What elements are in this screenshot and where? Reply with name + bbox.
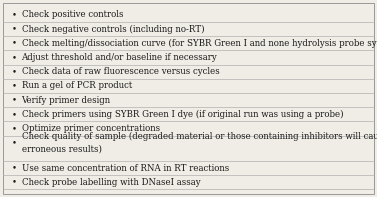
Text: Check negative controls (including no-RT): Check negative controls (including no-RT…: [21, 24, 204, 33]
Text: •: •: [12, 81, 17, 90]
Text: •: •: [12, 96, 17, 105]
Text: Check quality of sample (degraded material or those containing inhibitors will c: Check quality of sample (degraded materi…: [21, 132, 377, 153]
Text: Verify primer design: Verify primer design: [21, 96, 111, 105]
Text: Adjust threshold and/or baseline if necessary: Adjust threshold and/or baseline if nece…: [21, 53, 217, 62]
Text: Use same concentration of RNA in RT reactions: Use same concentration of RNA in RT reac…: [21, 164, 229, 173]
Text: •: •: [12, 67, 17, 76]
Text: Optimize primer concentrations: Optimize primer concentrations: [21, 124, 159, 133]
Text: •: •: [12, 39, 17, 48]
Text: •: •: [12, 138, 17, 147]
Text: •: •: [12, 164, 17, 173]
Text: Check probe labelling with DNaseI assay: Check probe labelling with DNaseI assay: [21, 178, 200, 187]
Text: •: •: [12, 124, 17, 133]
Text: •: •: [12, 110, 17, 119]
Text: Run a gel of PCR product: Run a gel of PCR product: [21, 81, 132, 90]
Text: •: •: [12, 24, 17, 33]
Text: Check positive controls: Check positive controls: [21, 10, 123, 19]
Text: Check melting/dissociation curve (for SYBR Green I and none hydrolysis probe sys: Check melting/dissociation curve (for SY…: [21, 39, 377, 48]
Text: •: •: [12, 178, 17, 187]
Text: Check primers using SYBR Green I dye (if original run was using a probe): Check primers using SYBR Green I dye (if…: [21, 110, 343, 119]
Text: •: •: [12, 10, 17, 19]
Text: Check data of raw fluorescence versus cycles: Check data of raw fluorescence versus cy…: [21, 67, 219, 76]
Text: •: •: [12, 53, 17, 62]
